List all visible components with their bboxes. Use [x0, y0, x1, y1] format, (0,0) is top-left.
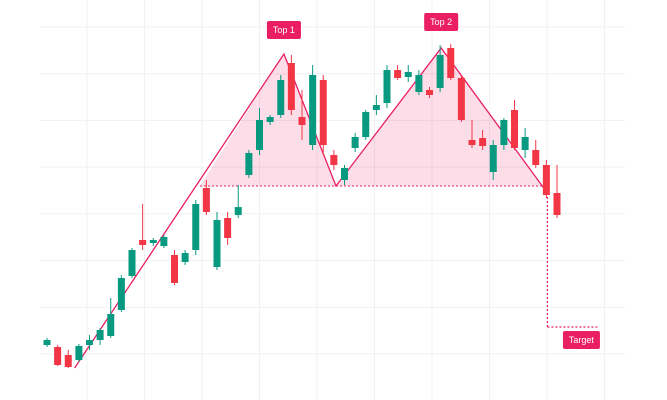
candle-body	[86, 340, 93, 345]
candle-body	[202, 188, 210, 212]
candle-body	[521, 137, 529, 150]
candle-body	[192, 204, 200, 250]
candle-body	[256, 120, 263, 150]
candle-body	[457, 78, 465, 120]
annotation-box	[562, 331, 600, 349]
candle-body	[139, 240, 147, 245]
zigzag-line	[74, 46, 548, 369]
annotations: Top 1 Top 2 Target	[266, 13, 600, 349]
candle-body	[181, 253, 189, 262]
annotation-label: Top 2	[430, 17, 452, 27]
pattern	[74, 46, 598, 369]
annotation-label: Target	[569, 335, 595, 345]
candle-body	[54, 347, 62, 365]
candle-body	[234, 207, 242, 215]
candle-body	[213, 220, 221, 267]
candle-body	[479, 138, 487, 146]
candle-body	[511, 110, 518, 148]
candle-body	[468, 140, 476, 145]
candle-body	[266, 117, 274, 122]
candle-body	[43, 340, 51, 345]
candle-body	[330, 155, 338, 165]
candle-body	[542, 165, 550, 195]
candle-body	[415, 75, 423, 92]
annotation-box	[266, 21, 301, 39]
candle-body	[500, 120, 508, 145]
candle-body	[224, 218, 232, 238]
candle-body	[245, 153, 253, 175]
candle-body	[532, 150, 540, 165]
candles	[43, 44, 561, 368]
candle-body	[553, 193, 561, 215]
candle-body	[287, 63, 295, 110]
candle-body	[341, 168, 348, 180]
candle-body	[319, 80, 327, 145]
grid	[40, 0, 625, 400]
candle-body	[160, 237, 168, 246]
candle-body	[426, 90, 433, 95]
candle-body	[351, 137, 359, 148]
candle-body	[128, 250, 136, 276]
candle-body	[362, 112, 370, 137]
candle-body	[383, 70, 391, 103]
candle-body	[298, 117, 306, 125]
candle-body	[489, 145, 497, 172]
candle-body	[117, 278, 125, 310]
candle-body	[436, 55, 444, 88]
candle-body	[394, 70, 402, 78]
candle-body	[75, 346, 83, 360]
candle-body	[64, 355, 72, 367]
annotation-box	[424, 13, 459, 31]
candle-body	[447, 48, 455, 78]
candle-body	[404, 72, 412, 77]
candle-body	[96, 330, 104, 340]
candle-body	[277, 80, 285, 115]
candle-body	[171, 255, 178, 283]
candle-body	[149, 240, 157, 243]
candle-body	[372, 105, 380, 110]
annotation-label: Top 1	[273, 25, 295, 35]
candle-body	[107, 314, 115, 336]
candle-body	[309, 75, 317, 145]
